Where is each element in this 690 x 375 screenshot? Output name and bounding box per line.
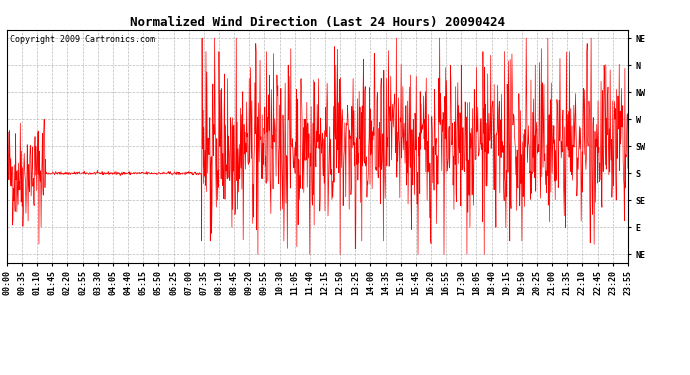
- Text: Copyright 2009 Cartronics.com: Copyright 2009 Cartronics.com: [10, 34, 155, 44]
- Title: Normalized Wind Direction (Last 24 Hours) 20090424: Normalized Wind Direction (Last 24 Hours…: [130, 16, 505, 29]
